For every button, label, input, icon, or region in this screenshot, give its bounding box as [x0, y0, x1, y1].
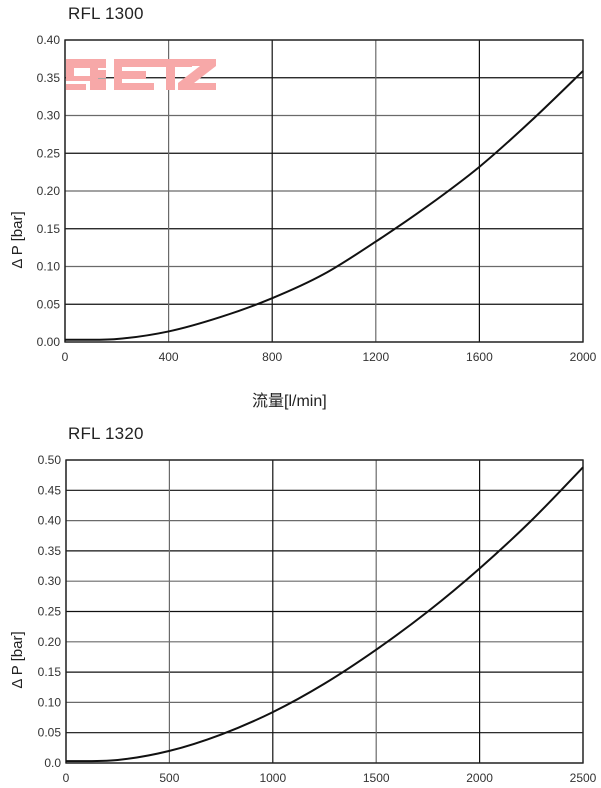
x-tick-label: 2500 — [570, 771, 597, 785]
x-tick-label: 400 — [159, 350, 179, 364]
y-tick-label: 0.15 — [38, 665, 62, 679]
y-tick-label: 0.25 — [38, 605, 62, 619]
y-tick-label: 0.30 — [38, 574, 62, 588]
x-axis-label: 流量[l/min] — [252, 393, 327, 410]
y-tick-label: 0.05 — [38, 726, 62, 740]
x-tick-label: 1600 — [466, 350, 493, 364]
grid-lines — [65, 459, 584, 764]
y-tick-label: 0.0 — [44, 756, 61, 770]
x-tick-label: 2000 — [466, 771, 493, 785]
y-tick-label: 0.40 — [38, 514, 62, 528]
watermark-logo — [66, 59, 216, 90]
chart-rfl-1300: RFL 1300 0.00 0.05 0.10 0.15 0.20 0.25 0.30 0.3… — [9, 4, 597, 410]
y-tick-label: 0.30 — [37, 109, 61, 123]
y-tick-label: 0.20 — [37, 184, 61, 198]
x-tick-label: 500 — [159, 771, 179, 785]
y-tick-label: 0.25 — [37, 146, 61, 160]
y-tick-label: 0.10 — [38, 695, 62, 709]
y-tick-label: 0.45 — [38, 483, 62, 497]
x-tick-label: 0 — [63, 771, 70, 785]
y-tick-label: 0.15 — [37, 222, 61, 236]
y-tick-label: 0.10 — [37, 260, 61, 274]
y-axis-label: Δ P [bar] — [9, 631, 26, 688]
y-tick-label: 0.35 — [38, 544, 62, 558]
y-tick-label: 0.50 — [38, 453, 62, 467]
pressure-drop-curve — [65, 466, 584, 763]
pressure-drop-curve — [64, 70, 584, 341]
x-tick-label: 2000 — [570, 350, 597, 364]
chart-title: RFL 1300 — [68, 4, 144, 23]
y-tick-label: 0.00 — [37, 335, 61, 349]
x-tick-label: 1500 — [363, 771, 390, 785]
y-tick-label: 0.40 — [37, 33, 61, 47]
plot-frame — [64, 39, 584, 343]
x-tick-label: 800 — [262, 350, 282, 364]
plot-frame — [65, 459, 584, 764]
y-axis-label: Δ P [bar] — [9, 211, 26, 268]
chart-rfl-1320: RFL 1320 0.0 0.05 0.10 0.15 0.20 0.25 0.30 0.35… — [0, 420, 601, 788]
x-tick-label: 1200 — [362, 350, 389, 364]
chart-title: RFL 1320 — [68, 424, 144, 443]
plot-area: 0.0 0.05 0.10 0.15 0.20 0.25 0.30 0.35 0.40 0.45 0… — [9, 453, 597, 785]
x-tick-label: 1000 — [259, 771, 286, 785]
y-tick-label: 0.35 — [37, 71, 61, 85]
plot-area: 0.00 0.05 0.10 0.15 0.20 0.25 0.30 0.35 0.40 0 400… — [9, 33, 597, 364]
y-tick-label: 0.20 — [38, 635, 62, 649]
y-tick-label: 0.05 — [37, 297, 61, 311]
x-tick-label: 0 — [62, 350, 69, 364]
